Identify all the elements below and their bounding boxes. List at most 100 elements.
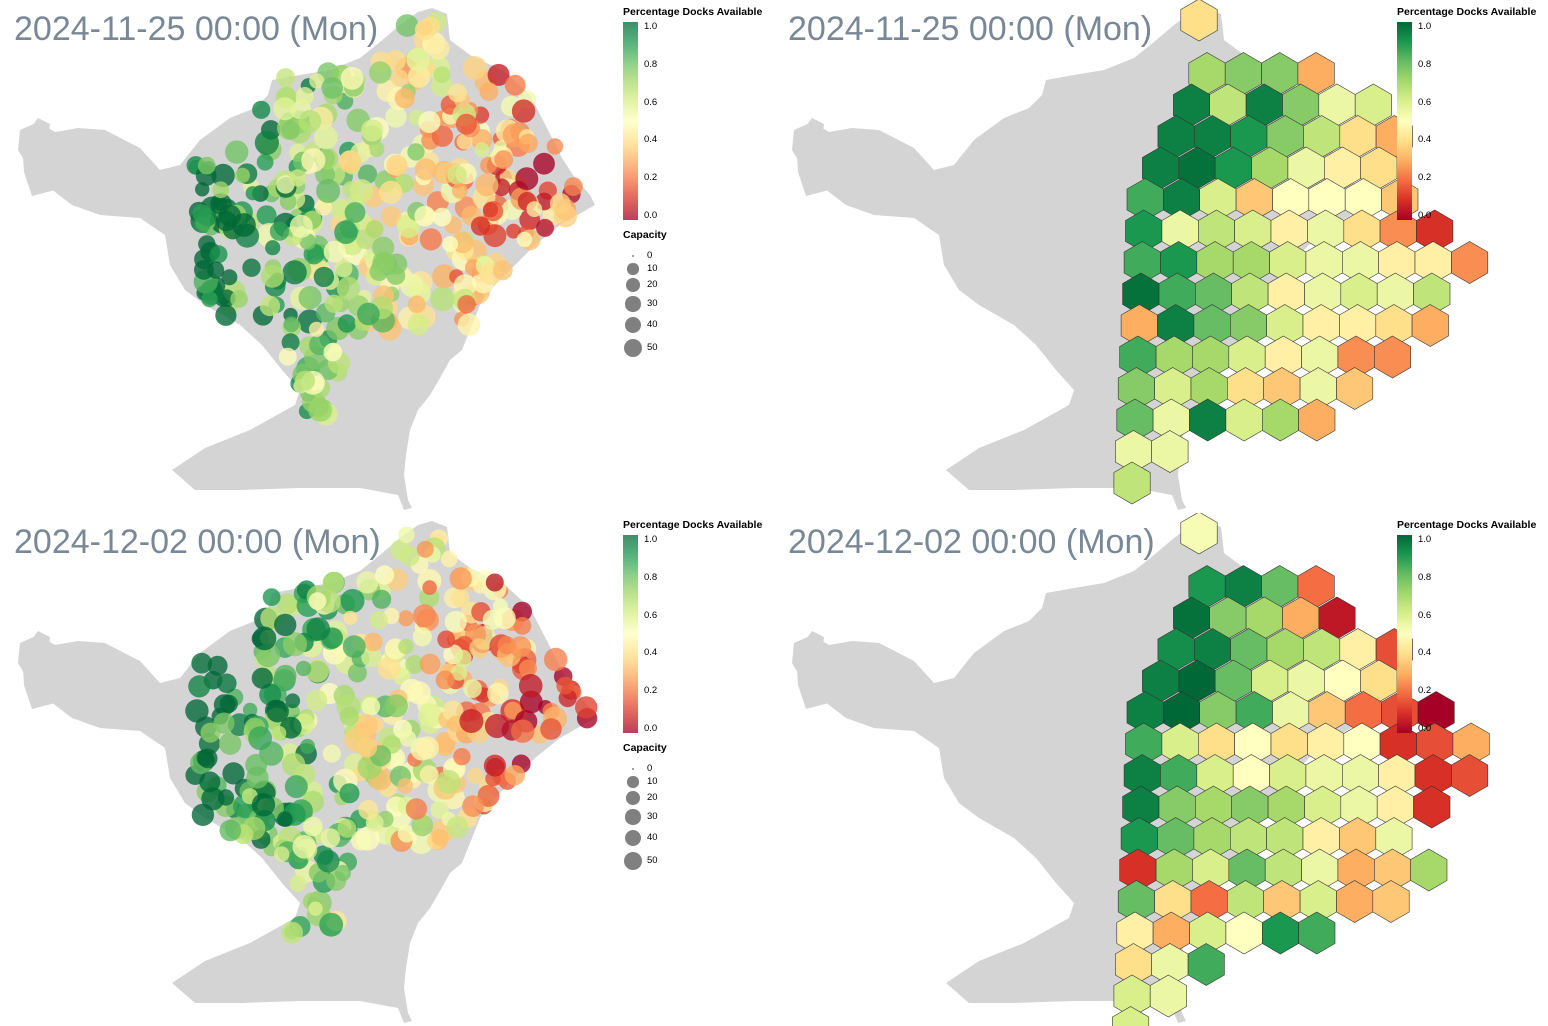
station-bubble (518, 133, 538, 153)
station-bubble (407, 295, 426, 314)
color-tick-label: 0.8 (644, 571, 658, 583)
station-bubble (308, 321, 325, 337)
station-bubble (556, 676, 575, 695)
station-bubble (414, 205, 436, 227)
station-bubble (289, 214, 313, 238)
color-tick-label: 1.0 (1418, 534, 1432, 545)
station-bubble (276, 68, 296, 88)
station-bubble (413, 604, 436, 628)
station-bubble (475, 173, 499, 197)
color-tick-label: 0.0 (1418, 723, 1432, 734)
station-bubble (252, 100, 271, 119)
capacity-label: 0 (647, 250, 653, 261)
station-bubble (252, 626, 277, 651)
station-bubble (435, 670, 455, 690)
station-bubble (344, 202, 366, 223)
color-tick-label: 1.0 (1418, 21, 1432, 32)
color-tick-label: 0.0 (644, 723, 658, 734)
station-bubble (284, 775, 308, 799)
map-title: 2024-12-02 00:00 (Mon) (788, 523, 1155, 561)
station-bubble (273, 97, 297, 121)
station-bubble (493, 607, 516, 630)
color-tick-label: 0.0 (644, 210, 658, 221)
station-bubble (485, 573, 504, 592)
station-bubble (343, 610, 358, 625)
station-bubble (282, 632, 307, 657)
station-bubble (274, 664, 297, 687)
color-legend: Percentage Docks Available 1.0 0.8 0.6 0.4 0.… (623, 6, 773, 357)
color-legend: Percentage Docks Available 1.0 0.8 0.6 0.4 0.… (623, 519, 773, 870)
station-bubble (419, 653, 441, 675)
hexagon-cell (1451, 754, 1489, 797)
station-bubble (386, 154, 408, 176)
station-bubble (474, 142, 490, 158)
station-bubble (303, 816, 323, 837)
station-bubble (512, 601, 532, 622)
station-bubble (504, 765, 525, 786)
capacity-legend-item: 50 (623, 851, 683, 871)
station-bubble (442, 236, 459, 252)
station-bubble (339, 783, 360, 804)
color-ramp (623, 535, 638, 733)
color-ramp (1397, 535, 1412, 733)
station-bubble (195, 182, 210, 197)
station-bubble (431, 829, 449, 846)
station-bubble (209, 245, 228, 264)
station-bubble (444, 610, 467, 633)
hexagon-cell (1225, 911, 1263, 955)
station-bubble (277, 811, 293, 827)
station-bubble (337, 314, 357, 333)
capacity-legend-item: 30 (623, 807, 683, 827)
station-bubble (218, 732, 242, 755)
station-bubble (201, 291, 218, 308)
station-bubble (281, 333, 300, 352)
station-bubble (361, 697, 381, 716)
capacity-legend-title: Capacity (623, 742, 667, 754)
station-bubble (316, 179, 341, 203)
station-bubble (482, 202, 499, 218)
station-bubble (185, 699, 209, 723)
hexagon-cell (1336, 880, 1374, 923)
station-bubble (398, 610, 414, 627)
capacity-label: 10 (647, 776, 658, 787)
station-bubble (407, 65, 431, 88)
station-bubble (323, 342, 343, 362)
station-bubble (305, 689, 328, 711)
station-bubble (316, 849, 340, 873)
station-bubble (369, 611, 388, 630)
station-bubble (463, 679, 482, 698)
capacity-label: 20 (647, 279, 658, 290)
station-bubble (251, 793, 276, 817)
station-bubble (309, 73, 325, 89)
island-shape (796, 118, 834, 196)
capacity-legend-title: Capacity (623, 229, 667, 241)
station-bubble (248, 726, 272, 751)
station-bubble (462, 795, 484, 817)
station-bubble (450, 664, 468, 681)
station-bubble (430, 286, 455, 312)
station-bubble (540, 718, 562, 740)
island-shape (22, 631, 60, 709)
station-bubble (262, 588, 281, 606)
color-tick-label: 0.4 (1418, 647, 1432, 659)
station-bubble (276, 593, 298, 615)
station-bubble (361, 119, 384, 142)
station-bubble (536, 218, 554, 237)
island-shape (796, 631, 834, 709)
capacity-circle (625, 809, 641, 825)
color-tick-label: 0.2 (644, 685, 658, 697)
station-bubble (354, 713, 378, 737)
station-bubble (564, 177, 583, 197)
station-bubble (242, 702, 258, 718)
station-bubble-layer (185, 526, 598, 944)
station-bubble (338, 150, 362, 174)
capacity-label: 40 (647, 319, 658, 330)
station-bubble (394, 88, 415, 109)
station-bubble (467, 767, 484, 784)
color-legend-title: Percentage Docks Available (1397, 519, 1537, 531)
station-bubble (288, 169, 307, 187)
hexagon-cell (1451, 241, 1489, 284)
station-bubble (440, 550, 458, 568)
station-bubble (375, 565, 395, 585)
color-tick-label: 0.2 (1418, 172, 1432, 184)
